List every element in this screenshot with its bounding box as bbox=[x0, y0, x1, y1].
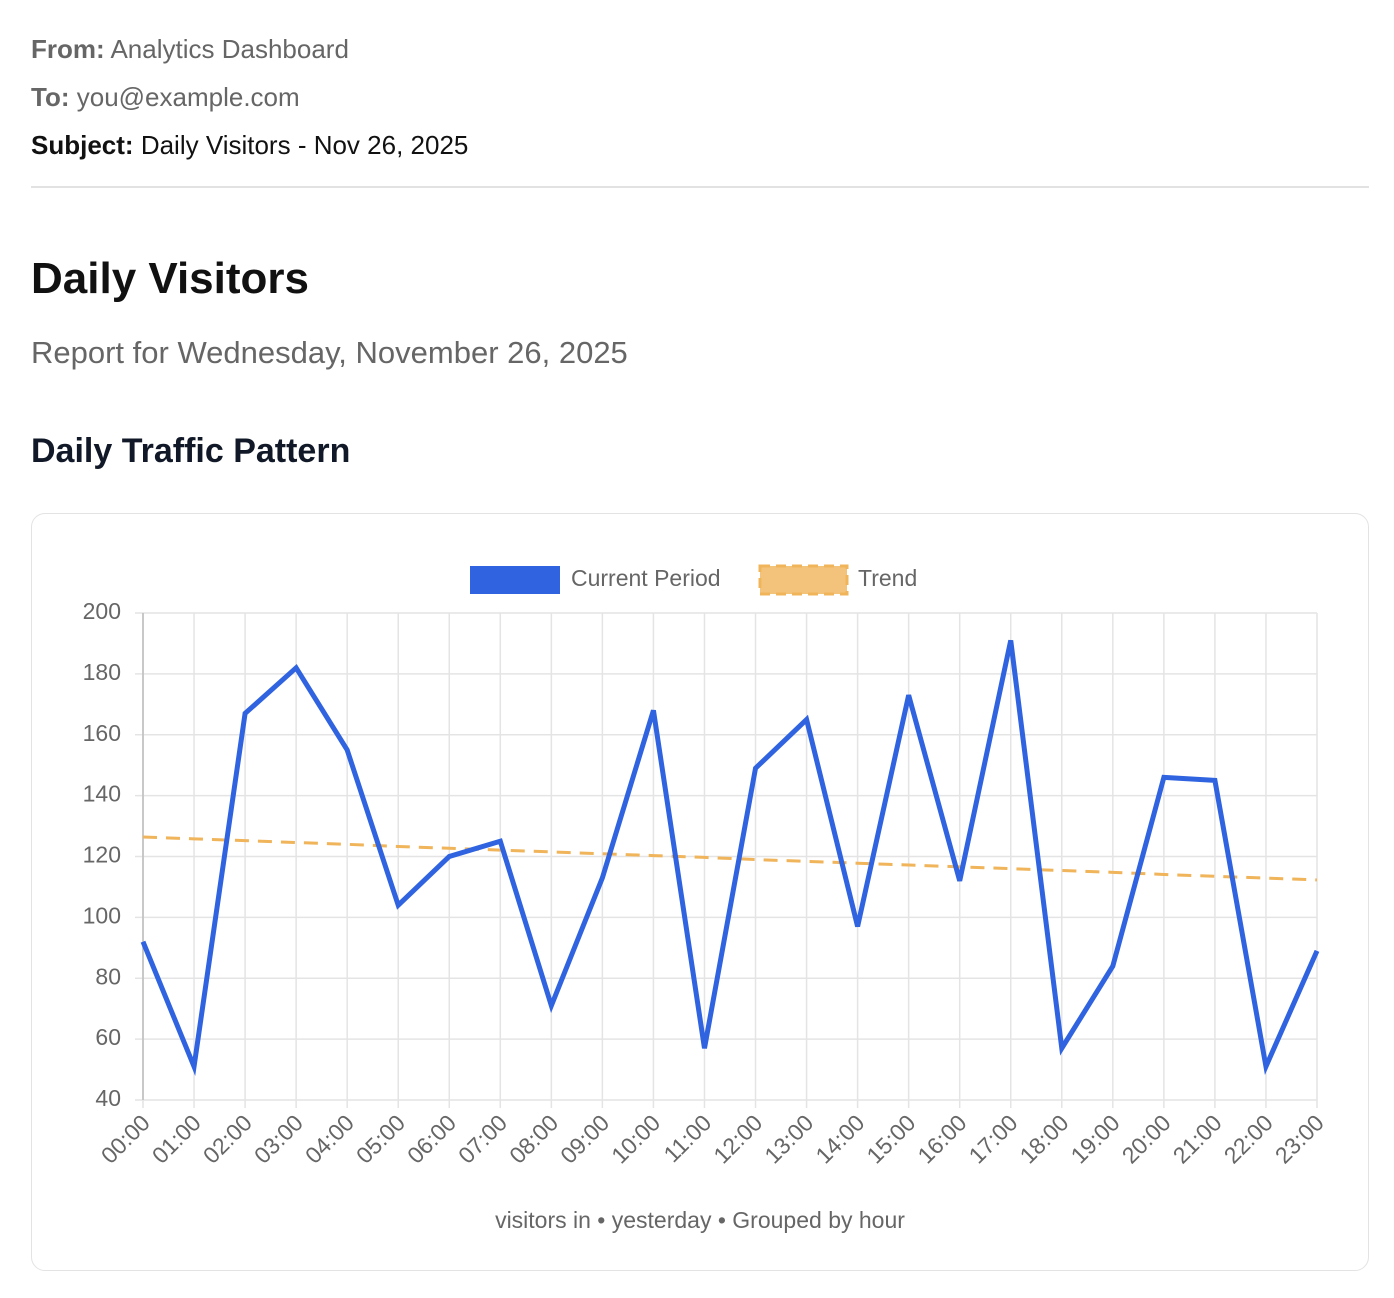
legend-swatch bbox=[758, 564, 849, 596]
x-tick-label: 10:00 bbox=[606, 1109, 665, 1168]
chart-footer: visitors in • yesterday • Grouped by hou… bbox=[495, 1207, 905, 1233]
x-tick-label: 06:00 bbox=[402, 1109, 461, 1168]
x-tick-label: 04:00 bbox=[300, 1109, 359, 1168]
y-tick-label: 80 bbox=[95, 963, 121, 989]
subtitle: Report for Wednesday, November 26, 2025 bbox=[31, 335, 628, 370]
x-tick-label: 09:00 bbox=[555, 1109, 614, 1168]
chart-card bbox=[31, 513, 1369, 1271]
x-tick-label: 20:00 bbox=[1117, 1109, 1176, 1168]
x-tick-label: 14:00 bbox=[810, 1109, 869, 1168]
x-tick-label: 19:00 bbox=[1066, 1109, 1125, 1168]
x-tick-label: 17:00 bbox=[963, 1109, 1022, 1168]
y-tick-label: 120 bbox=[83, 842, 121, 868]
x-tick-label: 03:00 bbox=[249, 1109, 308, 1168]
legend-label: Trend bbox=[858, 565, 917, 591]
y-tick-label: 40 bbox=[95, 1085, 121, 1111]
x-tick-label: 18:00 bbox=[1015, 1109, 1074, 1168]
y-tick-label: 200 bbox=[83, 598, 121, 624]
y-tick-label: 160 bbox=[83, 720, 121, 746]
title: Daily Visitors bbox=[31, 254, 309, 303]
series-line bbox=[140, 639, 1320, 1076]
series-line bbox=[142, 835, 1318, 882]
x-tick-label: 21:00 bbox=[1168, 1109, 1227, 1168]
x-tick-label: 05:00 bbox=[351, 1109, 410, 1168]
x-tick-label: 22:00 bbox=[1219, 1109, 1278, 1168]
x-tick-label: 07:00 bbox=[453, 1109, 512, 1168]
y-tick-label: 60 bbox=[95, 1024, 121, 1050]
y-tick-label: 180 bbox=[83, 659, 121, 685]
from-label: From: bbox=[31, 34, 105, 64]
to-line: To: you@example.com bbox=[31, 82, 300, 113]
to: you@example.com bbox=[76, 82, 300, 112]
legend-swatch bbox=[470, 566, 560, 594]
from: Analytics Dashboard bbox=[110, 34, 349, 64]
x-tick-label: 15:00 bbox=[861, 1109, 920, 1168]
x-tick-label: 23:00 bbox=[1270, 1109, 1329, 1168]
x-tick-label: 08:00 bbox=[504, 1109, 563, 1168]
subject: Daily Visitors - Nov 26, 2025 bbox=[140, 130, 469, 160]
section-title: Daily Traffic Pattern bbox=[31, 432, 351, 470]
x-tick-label: 12:00 bbox=[708, 1109, 767, 1168]
x-tick-label: 16:00 bbox=[912, 1109, 971, 1168]
x-tick-label: 00:00 bbox=[96, 1109, 155, 1168]
x-tick-label: 01:00 bbox=[147, 1109, 206, 1168]
divider bbox=[31, 186, 1369, 188]
y-tick-label: 140 bbox=[83, 781, 121, 807]
legend-label: Current Period bbox=[571, 565, 721, 591]
x-tick-label: 02:00 bbox=[198, 1109, 257, 1168]
x-tick-label: 13:00 bbox=[759, 1109, 818, 1168]
to-label: To: bbox=[31, 82, 70, 112]
y-tick-label: 100 bbox=[83, 902, 121, 928]
from-line: From: Analytics Dashboard bbox=[31, 34, 349, 65]
subject-label: Subject: bbox=[31, 130, 134, 160]
x-tick-label: 11:00 bbox=[658, 1109, 716, 1167]
subject-line: Subject: Daily Visitors - Nov 26, 2025 bbox=[31, 130, 468, 161]
